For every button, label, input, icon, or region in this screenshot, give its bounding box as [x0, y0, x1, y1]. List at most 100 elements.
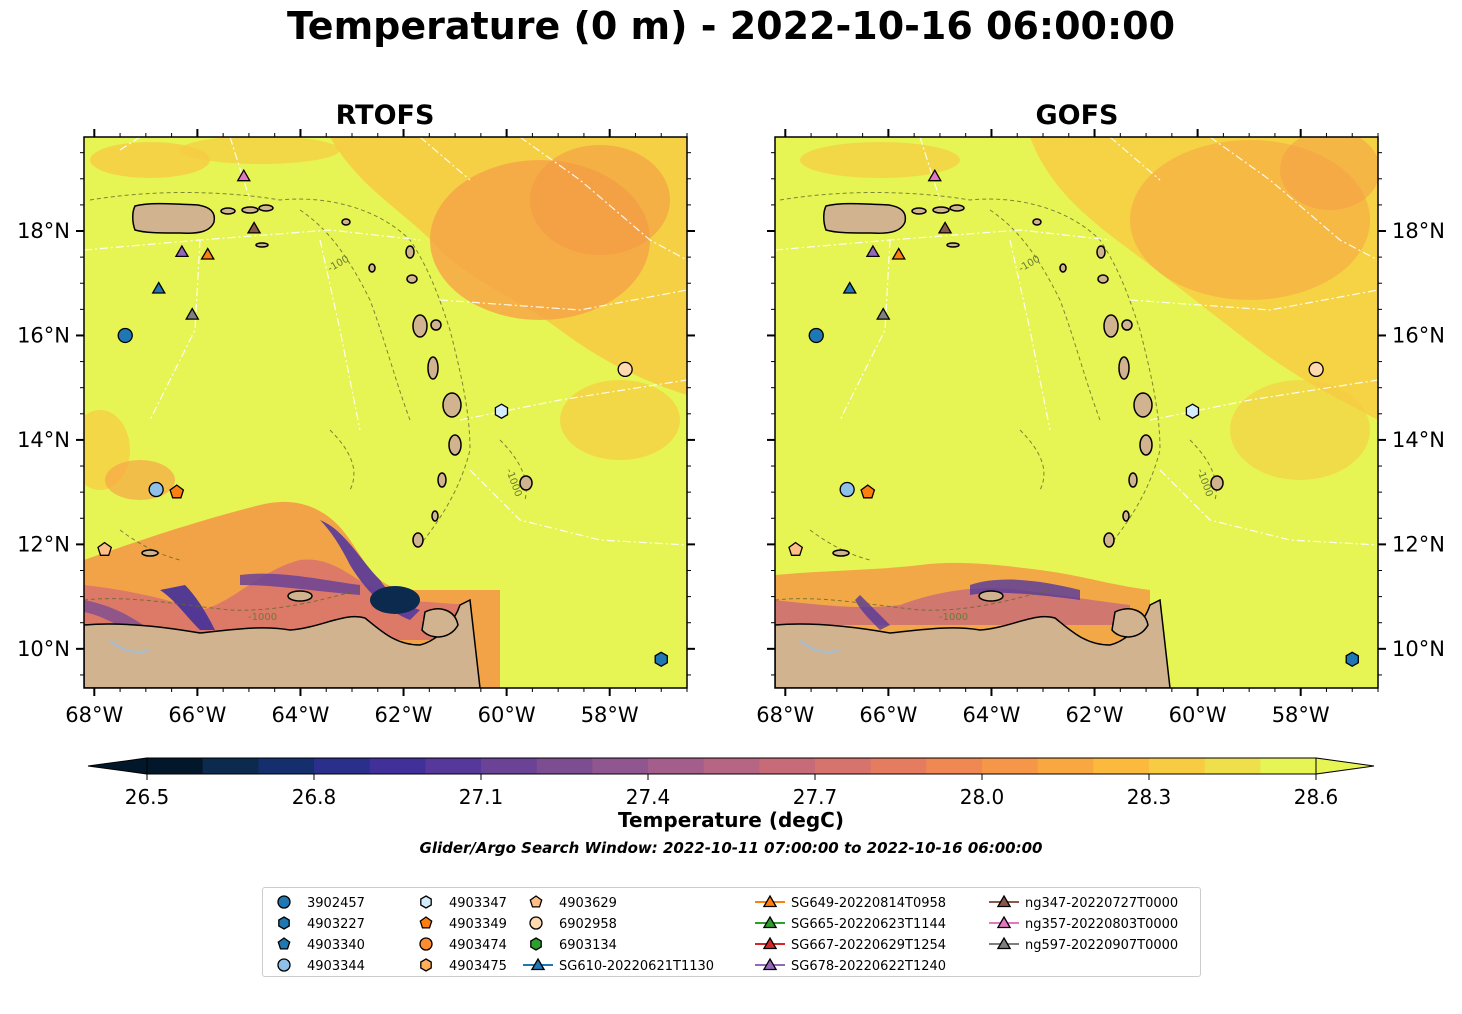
colorbar-segment — [592, 758, 649, 774]
colorbar-segment — [1149, 758, 1206, 774]
map-frame-rtofs — [83, 136, 688, 689]
legend-label: 6902958 — [559, 917, 617, 932]
legend-entry: 4903629 — [529, 895, 617, 911]
legend-marker — [762, 915, 778, 929]
legend-label: 4903349 — [449, 917, 507, 932]
marker-4903347 — [494, 403, 509, 419]
legend-entry: ng357-20220803T0000 — [989, 915, 1178, 932]
legend-entry: 4903344 — [277, 958, 365, 974]
x-tick-label: 66°W — [859, 703, 917, 727]
marker-6902958 — [1308, 361, 1324, 378]
isobath-label: -1000 — [939, 612, 968, 623]
legend-marker — [762, 957, 778, 971]
colorbar-segment — [147, 758, 204, 774]
legend-label: SG667-20220629T1254 — [791, 938, 946, 953]
y-tick-label: 14°N — [17, 428, 70, 452]
y-tick-label: 10°N — [17, 637, 70, 661]
marker-4903347 — [1185, 403, 1200, 419]
marker-SG649-20220814T0958 — [200, 247, 215, 260]
legend-label: 4903227 — [307, 917, 365, 932]
legend-entry: 4903227 — [278, 916, 365, 932]
legend-label: 4903474 — [449, 938, 507, 953]
legend-label: 4903475 — [449, 959, 507, 974]
legend-marker — [996, 915, 1012, 929]
legend-label: 4903344 — [307, 959, 365, 974]
marker-ng347-20220727T0000 — [246, 221, 262, 234]
x-tick-label: 64°W — [962, 703, 1020, 727]
colorbar-tick-label: 28.6 — [1294, 785, 1339, 809]
colorbar-segment — [982, 758, 1039, 774]
colorbar-segment — [258, 758, 315, 774]
legend-entry: 4903347 — [420, 895, 507, 911]
colorbar-tick-label: 26.8 — [292, 785, 337, 809]
legend-label: 6903134 — [559, 938, 617, 953]
legend-marker — [277, 958, 291, 972]
legend-marker — [762, 936, 778, 950]
y-tick-label: 18°N — [1392, 219, 1445, 243]
legend: 3902457 4903227 4903340 4903344 4903347 49033… — [262, 887, 1201, 977]
marker-4903344 — [148, 481, 164, 498]
x-tick-label: 62°W — [1066, 703, 1124, 727]
legend-marker — [420, 895, 432, 909]
legend-label: 4903340 — [307, 938, 365, 953]
marker-4903629 — [788, 541, 804, 556]
x-tick-label: 60°W — [1169, 703, 1227, 727]
legend-label: SG678-20220622T1240 — [791, 959, 946, 974]
legend-entry: 3902457 — [277, 895, 365, 911]
colorbar-segment — [425, 758, 482, 774]
marker-3902457 — [117, 327, 133, 344]
figure-title: Temperature (0 m) - 2022-10-16 06:00:00 — [286, 4, 1176, 48]
legend-entry: 6903134 — [530, 937, 617, 953]
legend-label: 4903629 — [559, 896, 617, 911]
colorbar-label: Temperature (degC) — [618, 808, 844, 832]
colorbar-segment — [1260, 758, 1317, 774]
y-tick-label: 18°N — [17, 219, 70, 243]
colorbar-tick-label: 26.5 — [125, 785, 170, 809]
colorbar-segment — [815, 758, 872, 774]
legend-entry: 4903349 — [419, 916, 507, 932]
legend-entry: 6902958 — [529, 916, 617, 932]
legend-entry: SG610-20220621T1130 — [523, 957, 714, 974]
search-window-text: Glider/Argo Search Window: 2022-10-11 07… — [419, 839, 1043, 857]
y-tick-label: 16°N — [1392, 323, 1445, 347]
marker-4903227 — [1345, 651, 1359, 668]
colorbar-tick-label: 28.3 — [1127, 785, 1172, 809]
map-panel-gofs: -100 -1000 -1000 68°W 66°W 64°W 62°W 60°W 58°… — [756, 129, 1445, 727]
marker-ng347-20220727T0000 — [937, 221, 953, 234]
legend-marker — [529, 916, 543, 930]
x-tick-label: 64°W — [271, 703, 329, 727]
x-tick-label: 58°W — [581, 703, 639, 727]
panel-title-gofs: GOFS — [1035, 100, 1119, 131]
colorbar-segment — [870, 758, 927, 774]
y-tick-label: 16°N — [17, 323, 70, 347]
temperature-field-gofs: -100 -1000 -1000 — [775, 137, 1378, 688]
legend-entry: 4903474 — [419, 937, 507, 953]
map-panel-rtofs: -100 -1000 -1000 68°W 66°W 64°W 62°W 60°W 58°… — [17, 129, 695, 727]
legend-marker — [419, 937, 433, 951]
colorbar-segment — [314, 758, 371, 774]
colorbar-tick-label: 27.4 — [626, 785, 671, 809]
axis-ticks-gofs: 68°W 66°W 64°W 62°W 60°W 58°W 10°N 12°N 14°N 16°N… — [756, 129, 1445, 727]
marker-3902457 — [808, 327, 824, 344]
legend-entry: 4903475 — [420, 958, 507, 974]
legend-entry: SG649-20220814T0958 — [755, 894, 946, 911]
marker-SG610-20220621T1130 — [151, 281, 166, 294]
x-tick-label: 68°W — [65, 703, 123, 727]
y-tick-label: 10°N — [1392, 637, 1445, 661]
observation-markers-rtofs — [97, 168, 668, 668]
marker-6902958 — [617, 361, 633, 378]
figure-canvas: -100 -1000 -1000 68°W 66°W 64°W 62°W 60°W 58°… — [17, 129, 1445, 809]
x-tick-label: 60°W — [478, 703, 536, 727]
axis-ticks-rtofs: 68°W 66°W 64°W 62°W 60°W 58°W 10°N 12°N 14°N 16°N… — [17, 129, 695, 727]
colorbar: 26.5 26.8 27.1 27.4 27.7 28.0 28.3 28.6 — [87, 757, 1375, 809]
x-tick-label: 66°W — [168, 703, 226, 727]
colorbar-frame — [146, 757, 1317, 775]
marker-ng597-20220907T0000 — [185, 307, 200, 320]
colorbar-tick-label: 27.7 — [793, 785, 838, 809]
legend-marker — [277, 937, 291, 950]
legend-marker — [277, 895, 291, 909]
colorbar-segment — [703, 758, 760, 774]
temperature-field-rtofs: -100 -1000 -1000 — [84, 137, 687, 688]
legend-entry: ng597-20220907T0000 — [989, 936, 1178, 953]
panel-title-rtofs: RTOFS — [335, 100, 435, 131]
